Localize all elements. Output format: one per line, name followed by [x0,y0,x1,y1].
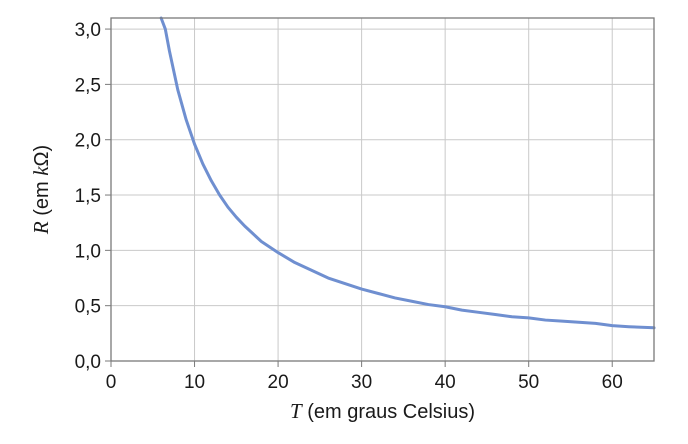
y-axis-title-middle: (em [31,176,53,222]
x-axis-title-text: (em graus Celsius) [302,401,475,423]
y-axis-title: R (em kΩ) [29,145,53,235]
y-tick-label: 2,5 [75,75,101,96]
x-tick-label: 40 [435,372,456,393]
y-axis-unit-rest: Ω) [31,145,53,167]
plot-frame [110,17,655,362]
x-tick-label: 0 [106,372,117,393]
y-tick-label: 1,5 [75,186,101,207]
y-axis-variable: R [29,221,53,235]
x-axis-variable: T [290,399,303,423]
x-tick-label: 50 [518,372,539,393]
x-tick-label: 10 [184,372,205,393]
y-tick-label: 0,5 [75,297,101,318]
x-tick-label: 60 [602,372,623,393]
resistance-curve [159,16,656,330]
grid [110,18,654,362]
y-tick-label: 3,0 [75,20,101,41]
y-tick-label: 2,0 [75,131,101,152]
series-layer [159,16,656,330]
y-axis-unit-prefix: k [29,166,53,176]
x-axis-title: T (em graus Celsius) [290,399,475,423]
x-tick-label: 30 [351,372,372,393]
y-tick-label: 0,0 [75,352,101,373]
x-tick-label: 20 [268,372,289,393]
y-tick-label: 1,0 [75,241,101,262]
x-axis-ticks: 0 10 20 30 40 50 60 [106,361,623,393]
y-axis-ticks: 0,0 0,5 1,0 1,5 2,0 2,5 3,0 [75,20,111,373]
